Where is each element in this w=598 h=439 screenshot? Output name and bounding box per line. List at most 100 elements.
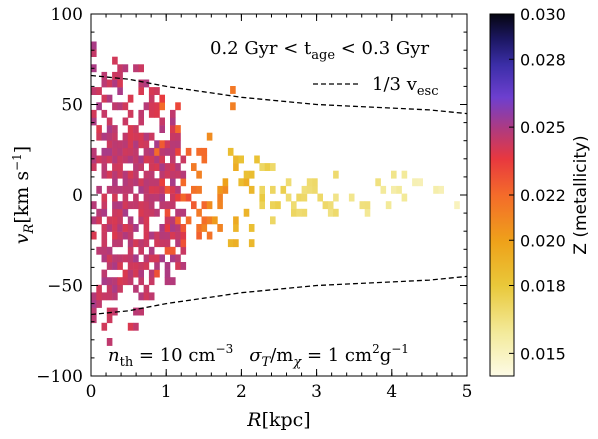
escape-curve-lower xyxy=(90,275,468,316)
heatmap-cell xyxy=(164,246,171,255)
heatmap-cell xyxy=(412,178,418,187)
heatmap-cell xyxy=(175,254,181,263)
colorbar-tick-label: 0.030 xyxy=(520,5,566,24)
heatmap-cell xyxy=(154,208,160,217)
heatmap-cell xyxy=(138,246,144,255)
heatmap-cell xyxy=(122,208,129,217)
heatmap-cell xyxy=(112,254,118,263)
y-tick-label: 100 xyxy=(51,5,83,25)
heatmap-cell xyxy=(196,231,202,240)
heatmap-cell xyxy=(112,79,118,88)
heatmap-cell xyxy=(133,140,139,149)
heatmap-cell xyxy=(248,170,255,179)
heatmap-cells xyxy=(91,41,460,346)
heatmap-cell xyxy=(133,322,139,331)
heatmap-cell xyxy=(401,170,408,179)
heatmap-cell xyxy=(159,163,165,171)
heatmap-cell xyxy=(327,201,334,210)
heatmap-cell xyxy=(401,193,408,202)
heatmap-cell xyxy=(180,155,187,164)
heatmap-cell xyxy=(112,277,118,286)
heatmap-cell xyxy=(117,284,123,293)
heatmap-cell xyxy=(359,201,366,210)
colorbar-tick-label: 0.025 xyxy=(520,118,566,137)
heatmap-cell xyxy=(127,269,134,278)
heatmap-cell xyxy=(117,140,123,149)
heatmap-cell xyxy=(143,170,150,179)
heatmap-cell xyxy=(333,170,339,179)
heatmap-cell xyxy=(143,140,150,149)
heatmap-cell xyxy=(122,147,129,156)
colorbar-tick-label: 0.020 xyxy=(520,231,566,250)
heatmap-cell xyxy=(96,87,102,95)
heatmap-cell xyxy=(148,185,155,194)
colorbar-tick-label: 0.015 xyxy=(520,344,566,363)
heatmap-cell xyxy=(122,64,129,73)
heatmap-cell xyxy=(170,109,176,118)
heatmap-cell xyxy=(101,132,108,141)
heatmap-cell xyxy=(138,292,144,301)
heatmap-cell xyxy=(148,277,155,286)
heatmap-cell xyxy=(143,79,150,88)
heatmap-cell xyxy=(127,155,134,164)
heatmap-cell xyxy=(143,254,150,263)
heatmap-cell xyxy=(96,155,102,164)
heatmap-cell xyxy=(91,49,97,57)
heatmap-cell xyxy=(138,185,144,194)
heatmap-cell xyxy=(148,132,155,141)
heatmap-cell xyxy=(133,163,139,171)
heatmap-cell xyxy=(180,246,187,255)
heatmap-cell xyxy=(154,178,160,187)
heatmap-cell xyxy=(106,94,113,103)
heatmap-cell xyxy=(164,208,171,217)
heatmap-cell xyxy=(106,79,113,88)
heatmap-cell xyxy=(91,163,97,171)
heatmap-cell xyxy=(438,185,444,194)
heatmap-cell xyxy=(301,185,308,194)
heatmap-cell xyxy=(148,94,155,103)
heatmap-cell xyxy=(217,185,223,194)
heatmap-cell xyxy=(117,216,123,225)
heatmap-cell xyxy=(170,201,176,210)
heatmap-cell xyxy=(154,231,160,240)
heatmap-cell xyxy=(96,284,102,293)
heatmap-cell xyxy=(148,170,155,179)
heatmap-cell xyxy=(159,117,165,126)
heatmap-cell xyxy=(243,170,250,179)
heatmap-cell xyxy=(230,102,236,111)
heatmap-cell xyxy=(159,170,165,179)
heatmap-cell xyxy=(91,155,97,164)
heatmap-cell xyxy=(101,147,108,156)
heatmap-cell xyxy=(106,262,113,270)
heatmap-cell xyxy=(112,231,118,240)
heatmap-cell xyxy=(91,109,97,118)
heatmap-cell xyxy=(306,178,313,187)
heatmap-cell xyxy=(117,262,123,270)
x-tick-label: 2 xyxy=(236,382,247,402)
heatmap-cell xyxy=(106,125,113,133)
heatmap-cell xyxy=(185,147,192,156)
heatmap-cell xyxy=(233,216,239,225)
heatmap-cell xyxy=(106,292,113,301)
heatmap-cell xyxy=(96,102,102,111)
heatmap-cell xyxy=(164,147,171,156)
heatmap-cell xyxy=(175,262,181,270)
heatmap-cell xyxy=(96,300,102,308)
heatmap-cell xyxy=(138,155,144,164)
heatmap-cell xyxy=(333,208,339,217)
heatmap-cell xyxy=(101,292,108,301)
heatmap-cell xyxy=(170,147,176,156)
heatmap-cell xyxy=(106,307,113,316)
heatmap-cell xyxy=(196,224,202,232)
heatmap-cell xyxy=(117,155,123,164)
heatmap-cell xyxy=(180,208,187,217)
heatmap-cell xyxy=(175,132,181,141)
heatmap-cell xyxy=(233,155,239,164)
parameter-annotation: nth = 10 cm−3 σT/mχ = 1 cm2g−1 xyxy=(108,342,409,370)
heatmap-cell xyxy=(127,224,134,232)
heatmap-cell xyxy=(106,140,113,149)
heatmap-cell xyxy=(148,109,155,118)
heatmap-cell xyxy=(138,269,144,278)
heatmap-cell xyxy=(143,216,150,225)
heatmap-cell xyxy=(175,185,181,194)
